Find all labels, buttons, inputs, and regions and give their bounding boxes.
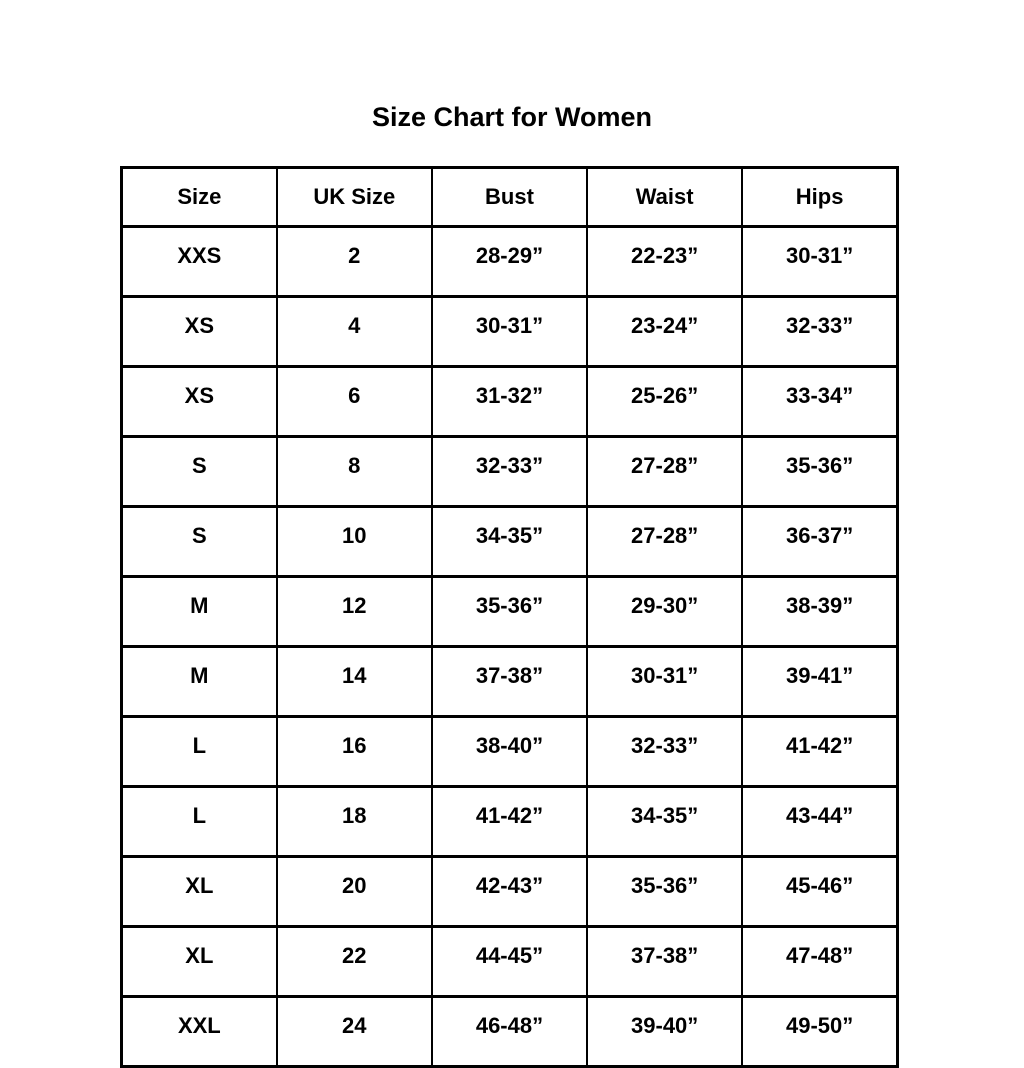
table-cell: XXS xyxy=(120,225,278,298)
table-cell: 12 xyxy=(275,575,433,648)
table-cell: XL xyxy=(120,925,278,998)
table-cell: 34-35” xyxy=(586,785,744,858)
table-cell: 37-38” xyxy=(586,925,744,998)
table-cell: 39-40” xyxy=(586,995,744,1068)
table-cell: 14 xyxy=(275,645,433,718)
table-cell: 44-45” xyxy=(430,925,589,998)
table-cell: 43-44” xyxy=(741,785,899,858)
table-cell: 27-28” xyxy=(586,435,744,508)
table-row: XL 20 42-43” 35-36” 45-46” xyxy=(120,855,899,928)
table-cell: XS xyxy=(120,295,278,368)
table-cell: 8 xyxy=(275,435,433,508)
table-cell: 28-29” xyxy=(430,225,589,298)
table-cell: L xyxy=(120,785,278,858)
table-row: M 14 37-38” 30-31” 39-41” xyxy=(120,645,899,718)
header-cell-uk-size: UK Size xyxy=(275,166,433,228)
size-chart-table: Size UK Size Bust Waist Hips XXS 2 28-29” 2… xyxy=(120,166,899,1068)
table-cell: 34-35” xyxy=(430,505,589,578)
table-cell: 22 xyxy=(275,925,433,998)
table-cell: 36-37” xyxy=(741,505,899,578)
table-row: S 8 32-33” 27-28” 35-36” xyxy=(120,435,899,508)
table-cell: 30-31” xyxy=(586,645,744,718)
table-cell: 6 xyxy=(275,365,433,438)
table-row: S 10 34-35” 27-28” 36-37” xyxy=(120,505,899,578)
table-cell: 29-30” xyxy=(586,575,744,648)
table-cell: 35-36” xyxy=(430,575,589,648)
table-cell: 4 xyxy=(275,295,433,368)
table-cell: 23-24” xyxy=(586,295,744,368)
table-row: XS 6 31-32” 25-26” 33-34” xyxy=(120,365,899,438)
table-row: XXS 2 28-29” 22-23” 30-31” xyxy=(120,225,899,298)
table-cell: 42-43” xyxy=(430,855,589,928)
table-cell: 30-31” xyxy=(430,295,589,368)
table-cell: 35-36” xyxy=(741,435,899,508)
header-row: Size UK Size Bust Waist Hips xyxy=(120,166,899,228)
table-cell: 41-42” xyxy=(430,785,589,858)
table-cell: 20 xyxy=(275,855,433,928)
table-row: L 16 38-40” 32-33” 41-42” xyxy=(120,715,899,788)
table-cell: 16 xyxy=(275,715,433,788)
header-cell-waist: Waist xyxy=(586,166,744,228)
table-cell: XL xyxy=(120,855,278,928)
table-cell: 38-40” xyxy=(430,715,589,788)
table-cell: 22-23” xyxy=(586,225,744,298)
table-cell: 38-39” xyxy=(741,575,899,648)
table-cell: L xyxy=(120,715,278,788)
header-cell-size: Size xyxy=(120,166,278,228)
table-cell: 39-41” xyxy=(741,645,899,718)
table-cell: S xyxy=(120,505,278,578)
table-row: XL 22 44-45” 37-38” 47-48” xyxy=(120,925,899,998)
table-cell: 18 xyxy=(275,785,433,858)
table-cell: XXL xyxy=(120,995,278,1068)
table-cell: 35-36” xyxy=(586,855,744,928)
page-title: Size Chart for Women xyxy=(371,102,653,132)
table-cell: XS xyxy=(120,365,278,438)
table-cell: 2 xyxy=(275,225,433,298)
table-cell: 49-50” xyxy=(741,995,899,1068)
table-row: XS 4 30-31” 23-24” 32-33” xyxy=(120,295,899,368)
table-cell: S xyxy=(120,435,278,508)
header-cell-bust: Bust xyxy=(430,166,589,228)
table-cell: M xyxy=(120,645,278,718)
table-cell: 32-33” xyxy=(430,435,589,508)
table-body: XXS 2 28-29” 22-23” 30-31” XS 4 30-31” 23-24” 32-… xyxy=(120,225,899,1068)
table-cell: 24 xyxy=(275,995,433,1068)
table-cell: 41-42” xyxy=(741,715,899,788)
header-cell-hips: Hips xyxy=(741,166,899,228)
table-cell: M xyxy=(120,575,278,648)
table-cell: 32-33” xyxy=(741,295,899,368)
table-cell: 30-31” xyxy=(741,225,899,298)
table-row: L 18 41-42” 34-35” 43-44” xyxy=(120,785,899,858)
table-cell: 47-48” xyxy=(741,925,899,998)
table-cell: 27-28” xyxy=(586,505,744,578)
table-cell: 45-46” xyxy=(741,855,899,928)
table-cell: 10 xyxy=(275,505,433,578)
table-cell: 25-26” xyxy=(586,365,744,438)
table-header: Size UK Size Bust Waist Hips xyxy=(120,166,899,228)
table-cell: 33-34” xyxy=(741,365,899,438)
table-cell: 31-32” xyxy=(430,365,589,438)
table-cell: 46-48” xyxy=(430,995,589,1068)
table-row: M 12 35-36” 29-30” 38-39” xyxy=(120,575,899,648)
table-row: XXL 24 46-48” 39-40” 49-50” xyxy=(120,995,899,1068)
table-cell: 37-38” xyxy=(430,645,589,718)
table-cell: 32-33” xyxy=(586,715,744,788)
